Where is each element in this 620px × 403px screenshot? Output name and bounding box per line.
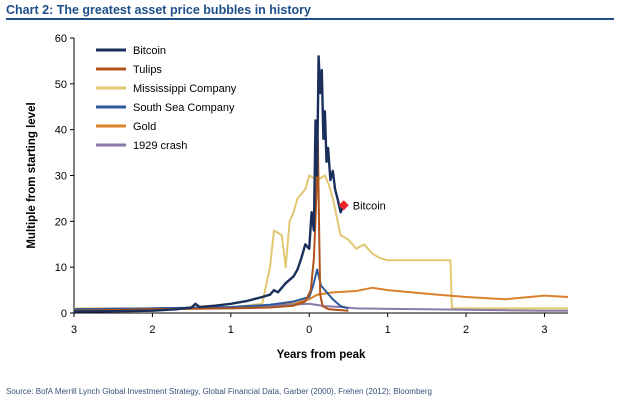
series-line-south-sea-company — [73, 268, 349, 311]
series-line-tulips — [73, 140, 349, 312]
x-axis-label: Years from peak — [277, 349, 366, 361]
legend-label-1929-crash: 1929 crash — [133, 140, 187, 152]
source-note: Source: BofA Merrill Lynch Global Invest… — [6, 387, 432, 396]
y-tick-label: 40 — [55, 125, 67, 137]
annotation-layer: Bitcoin — [338, 200, 386, 212]
y-tick-label: 50 — [55, 79, 67, 91]
y-tick-label: 0 — [61, 308, 67, 320]
annotation-label: Bitcoin — [353, 200, 386, 212]
legend-label-mississippi-company: Mississippi Company — [133, 83, 237, 95]
y-axis-label: Multiple from starting level — [26, 102, 38, 248]
x-tick-label: 1 — [385, 324, 391, 336]
x-tick-label: 3 — [541, 324, 547, 336]
y-tick-label: 60 — [55, 33, 67, 45]
legend-label-tulips: Tulips — [133, 64, 162, 76]
y-tick-label: 10 — [55, 262, 67, 274]
series-layer — [73, 55, 569, 313]
legend: Bitcoin Tulips Mississippi Company South Se… — [96, 45, 237, 152]
x-tick-label: 2 — [463, 324, 469, 336]
x-tick-label: 0 — [306, 324, 312, 336]
x-tick-label: 2 — [149, 324, 155, 336]
x-tick-label: 3 — [71, 324, 77, 336]
y-tick-label: 30 — [55, 171, 67, 183]
series-line-bitcoin — [73, 55, 345, 313]
title-bar: Chart 2: The greatest asset price bubble… — [6, 2, 614, 20]
legend-label-south-sea-company: South Sea Company — [133, 102, 235, 114]
x-tick-label: 1 — [228, 324, 234, 336]
series-line-mississippi-company — [74, 174, 568, 310]
legend-label-gold: Gold — [133, 121, 156, 133]
y-tick-label: 20 — [55, 216, 67, 228]
annotation-marker — [338, 200, 349, 211]
legend-label-bitcoin: Bitcoin — [133, 45, 166, 57]
chart-title: Chart 2: The greatest asset price bubble… — [6, 3, 311, 17]
